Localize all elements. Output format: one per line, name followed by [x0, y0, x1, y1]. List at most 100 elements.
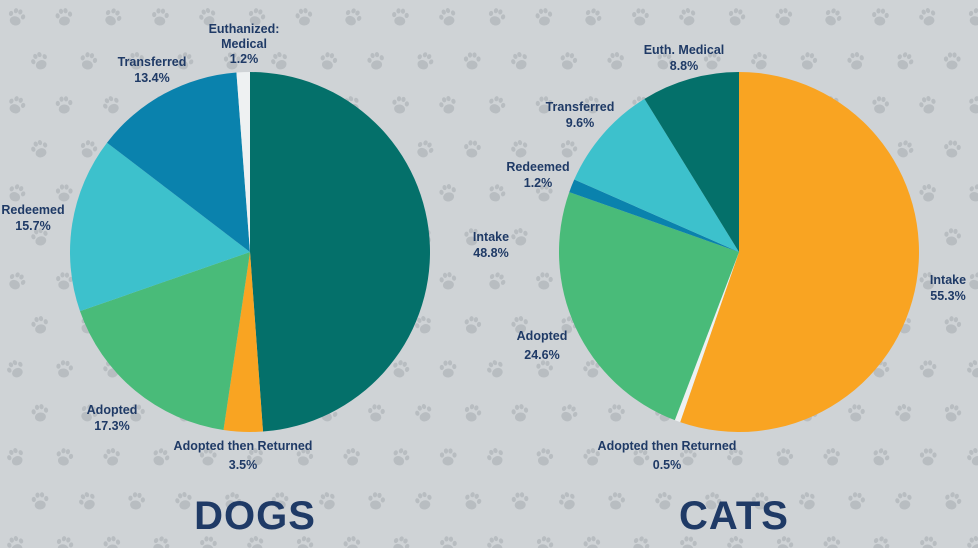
paw-icon [487, 360, 503, 378]
cats-title: CATS [679, 494, 789, 538]
paw-icon [583, 360, 600, 378]
cats-label-adopted-then-returned: Adopted then Returned 0.5% [592, 438, 742, 473]
slice-value: 15.7% [15, 219, 51, 233]
paw-icon [31, 52, 47, 70]
slice-label: Adopted then Returned [173, 439, 313, 453]
paw-icon [31, 404, 49, 422]
paw-icon [199, 8, 216, 26]
slice-label: Adopted [516, 329, 568, 343]
slice-label: Intake [929, 273, 967, 287]
paw-icon [775, 8, 793, 26]
dogs-label-intake: Intake 48.8% [456, 229, 526, 261]
paw-icon [583, 536, 601, 548]
paw-icon [153, 448, 170, 466]
paw-icon [633, 448, 650, 466]
paw-icon [561, 404, 578, 422]
paw-icon [296, 536, 314, 548]
slice-value: 48.8% [473, 246, 509, 260]
paw-icon [872, 96, 889, 114]
slice-value: 0.5% [652, 458, 682, 472]
paw-icon [536, 360, 553, 378]
paw-icon [655, 492, 672, 510]
paw-icon [464, 404, 482, 422]
paw-icon [7, 360, 23, 378]
paw-icon [969, 184, 978, 202]
slice-value: 55.3% [930, 289, 966, 303]
paw-icon [560, 52, 578, 70]
paw-icon [465, 492, 482, 510]
paw-icon [464, 316, 482, 334]
slice-value: 9.6% [565, 116, 595, 130]
paw-icon [800, 52, 818, 70]
paw-icon [944, 316, 962, 334]
paw-icon [31, 228, 48, 246]
paw-icon [175, 492, 192, 510]
slice-label: Euthanized: Medical [208, 22, 280, 51]
dogs-label-transferred: Transferred 13.4% [112, 54, 192, 86]
paw-icon [55, 8, 73, 26]
cats-label-redeemed: Redeemed 1.2% [502, 159, 574, 191]
paw-icon [680, 536, 697, 548]
paw-icon [393, 536, 410, 548]
paw-icon [31, 140, 48, 158]
paw-icon [919, 360, 937, 378]
paw-icon [103, 96, 119, 114]
cats-slice-intake [680, 72, 919, 432]
slice-label: Redeemed [1, 203, 65, 217]
paw-icon [487, 536, 504, 548]
slice-label: Adopted then Returned [597, 439, 737, 453]
cats-label-transferred: Transferred 9.6% [540, 99, 620, 131]
paw-icon [79, 492, 95, 510]
paw-icon [55, 184, 73, 202]
paw-icon [535, 184, 553, 202]
paw-icon [417, 140, 434, 158]
dogs-slice-adopted [80, 252, 250, 431]
paw-icon [967, 448, 978, 466]
paw-icon [415, 404, 432, 422]
slice-value: 1.2% [229, 52, 259, 66]
paw-icon [559, 492, 575, 510]
paw-icon [535, 8, 553, 26]
paw-icon [487, 448, 503, 466]
paw-icon [536, 448, 554, 466]
paw-icon [751, 52, 767, 70]
paw-icon [727, 536, 744, 548]
dogs-label-euthanized-medical: Euthanized: Medical 1.2% [198, 22, 290, 67]
paw-icon [511, 140, 528, 158]
paw-icon [703, 52, 721, 70]
paw-icon [392, 8, 409, 26]
paw-icon [944, 228, 961, 246]
paw-icon [152, 8, 169, 26]
paw-icon [943, 52, 961, 70]
paw-icon [7, 448, 23, 466]
slice-value: 8.8% [669, 59, 699, 73]
paw-icon [103, 536, 121, 548]
dogs-label-redeemed: Redeemed 15.7% [0, 202, 66, 234]
paw-icon [127, 52, 144, 70]
paw-icon [463, 52, 481, 70]
paw-icon [536, 272, 553, 290]
paw-icon [536, 536, 554, 548]
slice-label: Transferred [117, 55, 187, 69]
paw-icon [489, 272, 506, 290]
paw-icon [728, 8, 746, 26]
paw-icon [488, 8, 506, 26]
paw-icon [200, 536, 217, 548]
dogs-slice-intake [250, 72, 430, 432]
dogs-slice-euthanized-medical [236, 72, 250, 252]
paw-icon [393, 448, 410, 466]
paw-icon [417, 52, 434, 70]
paw-icon [103, 448, 120, 466]
paw-icon [439, 8, 456, 26]
paw-icon [919, 272, 937, 290]
paw-icon [296, 448, 314, 466]
paw-icon [199, 448, 217, 466]
paw-icon [847, 52, 864, 70]
paw-icon [848, 404, 865, 422]
paw-icon [535, 96, 553, 114]
paw-icon [679, 8, 696, 26]
paw-icon [751, 492, 769, 510]
paw-icon [177, 52, 194, 70]
paw-icon [320, 52, 338, 70]
